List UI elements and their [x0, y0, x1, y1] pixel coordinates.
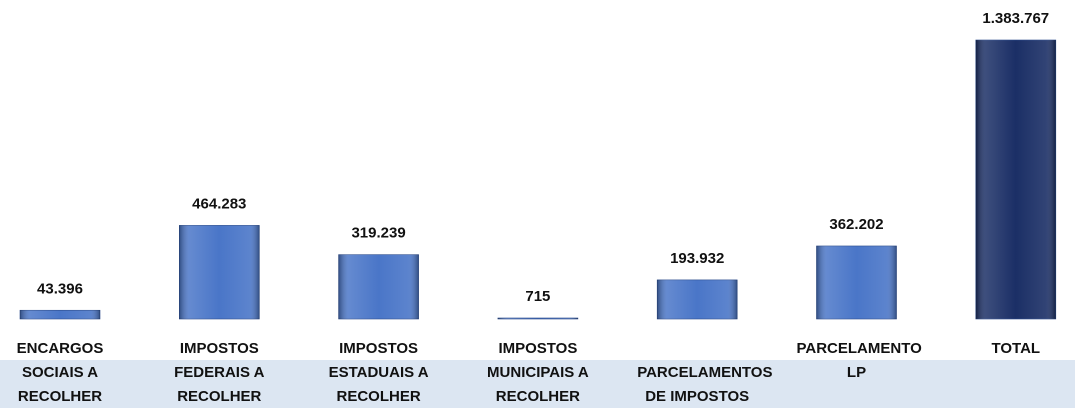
value-label: 715	[525, 288, 550, 305]
bar-shade	[975, 40, 1056, 319]
bar-shade	[20, 310, 100, 319]
bar-shade	[497, 318, 578, 319]
bar-shade	[657, 279, 738, 319]
value-label: 1.383.767	[982, 10, 1049, 27]
category-label: IMPOSTOS MUNICIPAIS A RECOLHER	[487, 340, 589, 405]
value-label: 319.239	[351, 225, 405, 242]
category-label: ENCARGOS SOCIAIS A RECOLHER	[16, 340, 104, 405]
value-label: 464.283	[192, 195, 246, 212]
value-label: 43.396	[37, 280, 83, 297]
bar-shade	[338, 254, 419, 319]
category-label: TOTAL	[991, 340, 1041, 357]
category-label: IMPOSTOS ESTADUAIS A RECOLHER	[328, 340, 429, 405]
bar-shade	[179, 225, 260, 319]
value-label: 193.932	[670, 250, 724, 267]
category-label: PARCELAMENTOS DE IMPOSTOS	[637, 364, 773, 405]
category-label: IMPOSTOS FEDERAIS A RECOLHER	[174, 340, 265, 405]
bar-shade	[816, 245, 897, 319]
value-label: 362.202	[829, 216, 883, 233]
category-label: PARCELAMENTO LP	[796, 340, 922, 381]
label-band	[0, 360, 1075, 408]
